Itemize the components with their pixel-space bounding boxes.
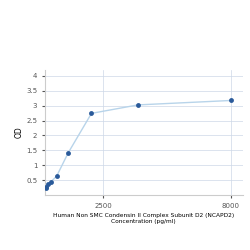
Point	[90, 111, 94, 115]
Point	[44, 186, 48, 190]
Point	[136, 103, 140, 107]
Point	[54, 174, 58, 178]
Point	[49, 180, 53, 184]
Point	[66, 151, 70, 155]
Point	[44, 185, 48, 189]
Point	[46, 182, 50, 186]
Y-axis label: OD: OD	[14, 126, 24, 138]
X-axis label: Human Non SMC Condensin II Complex Subunit D2 (NCAPD2)
Concentration (pg/ml): Human Non SMC Condensin II Complex Subun…	[53, 213, 234, 224]
Point	[229, 98, 233, 102]
